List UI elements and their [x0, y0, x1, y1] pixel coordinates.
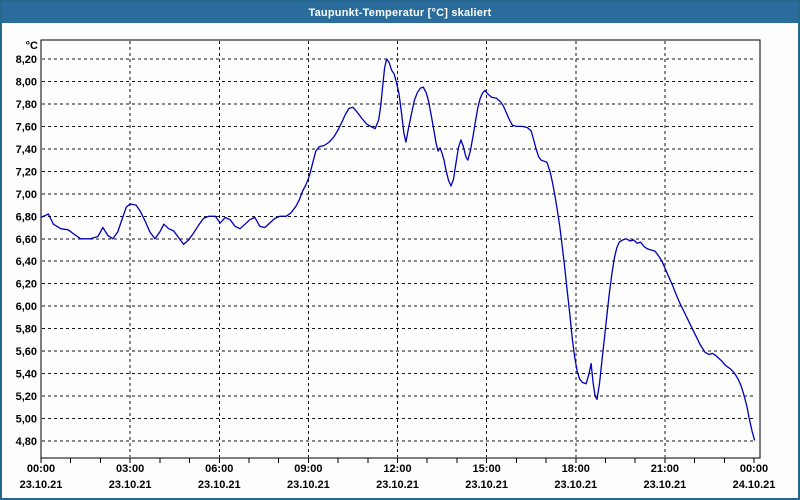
x-time-label: 09:00: [294, 463, 322, 475]
y-tick-label: 8,20: [16, 54, 37, 66]
y-axis-unit-label: °C: [26, 40, 38, 52]
y-tick-label: 8,00: [16, 76, 37, 88]
title-bar: Taupunkt-Temperatur [°C] skaliert: [2, 2, 798, 23]
y-tick-label: 5,40: [16, 369, 37, 381]
y-tick-label: 6,80: [16, 211, 37, 223]
y-tick-label: 4,80: [16, 436, 37, 448]
x-date-label: 23.10.21: [554, 479, 597, 491]
x-date-label: 23.10.21: [20, 479, 63, 491]
x-date-label: 23.10.21: [109, 479, 152, 491]
x-time-label: 15:00: [473, 463, 501, 475]
x-date-label: 23.10.21: [287, 479, 330, 491]
x-time-label: 12:00: [383, 463, 411, 475]
y-tick-label: 7,80: [16, 99, 37, 111]
y-tick-label: 5,80: [16, 324, 37, 336]
y-tick-label: 6,20: [16, 279, 37, 291]
x-date-label: 23.10.21: [376, 479, 419, 491]
y-tick-label: 7,60: [16, 121, 37, 133]
x-time-label: 00:00: [740, 463, 768, 475]
x-time-label: 00:00: [27, 463, 55, 475]
x-time-label: 18:00: [562, 463, 590, 475]
y-tick-label: 6,40: [16, 256, 37, 268]
y-tick-label: 5,20: [16, 391, 37, 403]
dewpoint-series-line: [40, 58, 756, 441]
x-date-label: 24.10.21: [733, 479, 776, 491]
plot-frame: [40, 39, 761, 459]
x-date-label: 23.10.21: [198, 479, 241, 491]
y-tick-label: 6,00: [16, 301, 37, 313]
x-time-label: 03:00: [116, 463, 144, 475]
window-title: Taupunkt-Temperatur [°C] skaliert: [308, 6, 492, 19]
x-time-label: 21:00: [651, 463, 679, 475]
y-tick-label: 7,40: [16, 144, 37, 156]
y-tick-label: 5,60: [16, 346, 37, 358]
y-tick-label: 7,00: [16, 189, 37, 201]
x-date-label: 23.10.21: [643, 479, 686, 491]
x-time-label: 06:00: [205, 463, 233, 475]
y-tick-label: 6,60: [16, 234, 37, 246]
y-tick-label: 7,20: [16, 166, 37, 178]
y-tick-label: 5,00: [16, 414, 37, 426]
x-date-label: 23.10.21: [465, 479, 508, 491]
